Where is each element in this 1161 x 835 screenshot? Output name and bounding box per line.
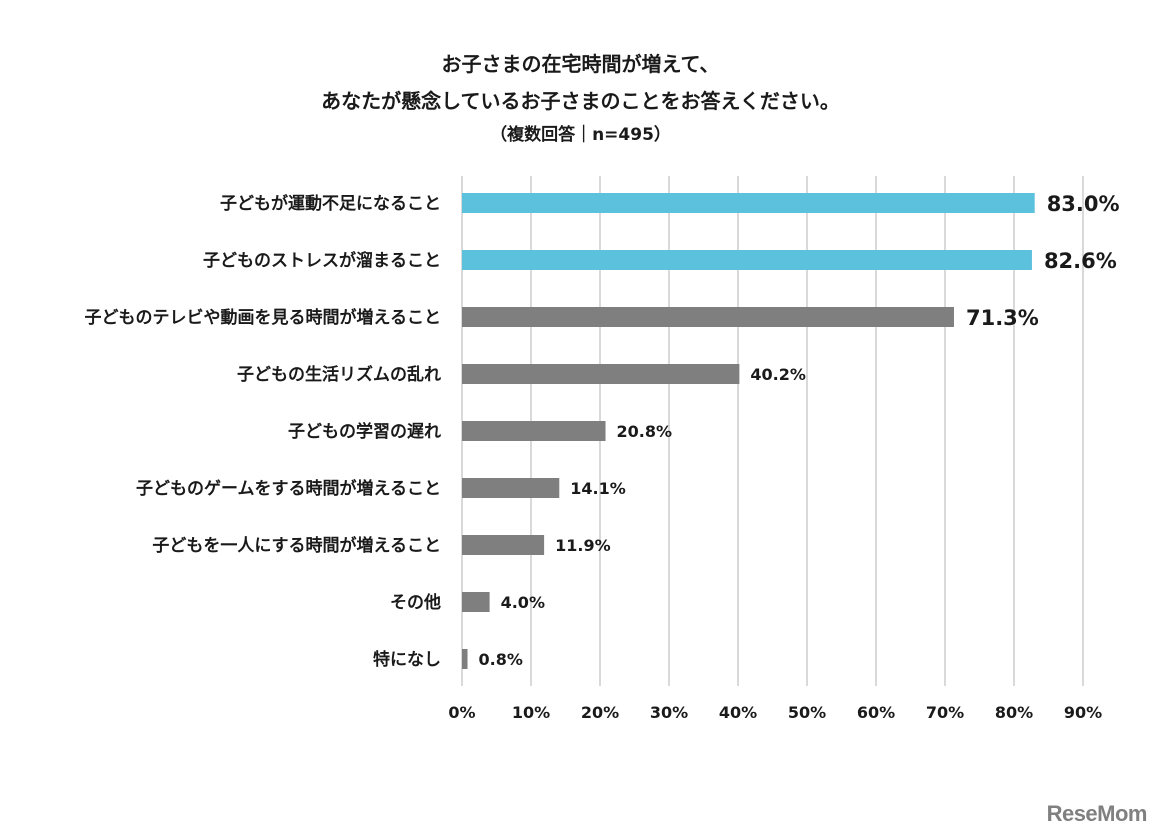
chart-title-line-1: お子さまの在宅時間が増えて、	[441, 52, 720, 76]
category-label: 子どもを一人にする時間が増えること	[152, 535, 441, 556]
data-label: 83.0%	[1047, 192, 1120, 216]
x-tick-label: 40%	[719, 703, 757, 722]
x-tick-label: 0%	[448, 703, 475, 722]
x-tick-label: 10%	[512, 703, 550, 722]
labels-layer: 0% 10% 20% 30% 40% 50% 60% 70% 80% 90% 子どもが運動不足になる…	[85, 192, 1120, 722]
bar	[462, 250, 1032, 270]
category-label: 子どものゲームをする時間が増えること	[136, 478, 441, 499]
chart-title-line-2: あなたが懸念しているお子さまのことをお答えください。	[321, 89, 840, 113]
category-label: 子どもが運動不足になること	[220, 193, 441, 214]
bar	[462, 592, 490, 612]
data-label: 40.2%	[750, 365, 806, 384]
bar	[462, 478, 560, 498]
x-tick-label: 50%	[788, 703, 826, 722]
bar	[462, 193, 1035, 213]
data-label: 11.9%	[555, 536, 611, 555]
resemom-logo: ReseMom	[1046, 801, 1148, 826]
data-label: 0.8%	[479, 650, 523, 669]
bar	[462, 649, 468, 669]
category-label: 子どものストレスが溜まること	[203, 250, 441, 271]
bar	[462, 535, 545, 555]
category-label: その他	[390, 592, 441, 613]
bar	[462, 421, 606, 441]
category-label: 子どもの生活リズムの乱れ	[237, 364, 441, 385]
x-tick-label: 20%	[581, 703, 619, 722]
data-label: 82.6%	[1044, 249, 1117, 273]
chart-subtitle: （複数回答｜n=495）	[490, 125, 671, 145]
category-label: 特になし	[373, 649, 441, 670]
bar	[462, 307, 954, 327]
x-tick-label: 80%	[995, 703, 1033, 722]
data-label: 71.3%	[966, 306, 1039, 330]
category-label: 子どものテレビや動画を見る時間が増えること	[85, 307, 442, 328]
data-label: 4.0%	[501, 593, 545, 612]
chart-title-block: お子さまの在宅時間が増えて、 あなたが懸念しているお子さまのことをお答えください…	[0, 46, 1161, 150]
x-tick-label: 30%	[650, 703, 688, 722]
x-tick-label: 90%	[1064, 703, 1102, 722]
data-label: 20.8%	[617, 422, 673, 441]
x-tick-label: 60%	[857, 703, 895, 722]
data-label: 14.1%	[570, 479, 626, 498]
bars-layer	[462, 193, 1035, 669]
x-tick-label: 70%	[926, 703, 964, 722]
bar	[462, 364, 740, 384]
category-label: 子どもの学習の遅れ	[288, 421, 441, 442]
